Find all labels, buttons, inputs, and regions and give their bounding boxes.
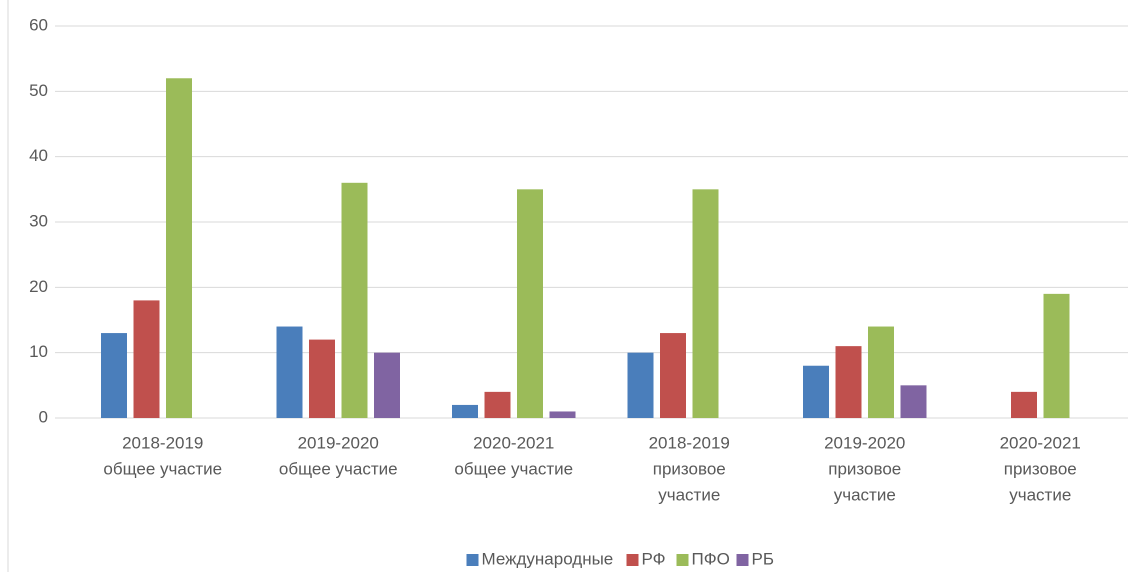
bar — [341, 182, 368, 418]
x-tick-label: 2018-2019 — [122, 433, 203, 452]
x-tick-label: 2020-2021 — [473, 433, 554, 452]
legend-swatch — [466, 554, 479, 566]
x-tick-label: 2018-2019 — [649, 433, 730, 452]
x-tick-label: общее участие — [103, 459, 222, 478]
x-tick-label: общее участие — [279, 459, 398, 478]
bar — [452, 404, 478, 418]
y-tick-label: 60 — [29, 15, 48, 34]
legend-label: Международные — [482, 549, 614, 568]
legend-label: РФ — [642, 549, 666, 568]
x-tick-label: участие — [658, 485, 720, 504]
x-tick-label: 2019-2020 — [824, 433, 905, 452]
x-tick-label: общее участие — [454, 459, 573, 478]
x-tick-label: призовое — [1004, 459, 1077, 478]
legend-swatch — [736, 554, 749, 566]
bar — [309, 339, 335, 418]
bar — [660, 333, 686, 418]
y-tick-label: 30 — [29, 211, 48, 230]
bar — [900, 385, 927, 418]
y-tick-label: 40 — [29, 146, 48, 165]
x-tick-label: участие — [834, 485, 896, 504]
bar — [276, 326, 303, 418]
bar — [101, 333, 127, 418]
x-tick-label: призовое — [653, 459, 726, 478]
bar — [1043, 293, 1070, 418]
bar — [835, 346, 862, 418]
y-tick-label: 10 — [29, 342, 48, 361]
bar — [374, 352, 400, 418]
bar — [133, 300, 160, 418]
bar — [166, 78, 192, 419]
legend-label: ПФО — [692, 549, 730, 568]
legend-swatch — [626, 554, 639, 566]
y-tick-label: 50 — [29, 81, 48, 100]
bar — [484, 391, 511, 418]
x-tick-label: 2020-2021 — [1000, 433, 1081, 452]
x-tick-label: призовое — [828, 459, 901, 478]
x-tick-label: 2019-2020 — [298, 433, 379, 452]
bar — [517, 189, 543, 418]
bar — [692, 189, 719, 418]
y-tick-label: 20 — [29, 277, 48, 296]
x-tick-label: участие — [1009, 485, 1071, 504]
bar — [803, 365, 829, 418]
y-tick-label: 0 — [39, 407, 48, 426]
bar — [549, 411, 576, 418]
legend-label: РБ — [752, 549, 775, 568]
bar — [627, 352, 654, 418]
bar — [1011, 391, 1037, 418]
legend-swatch — [676, 554, 689, 566]
bar — [868, 326, 894, 418]
